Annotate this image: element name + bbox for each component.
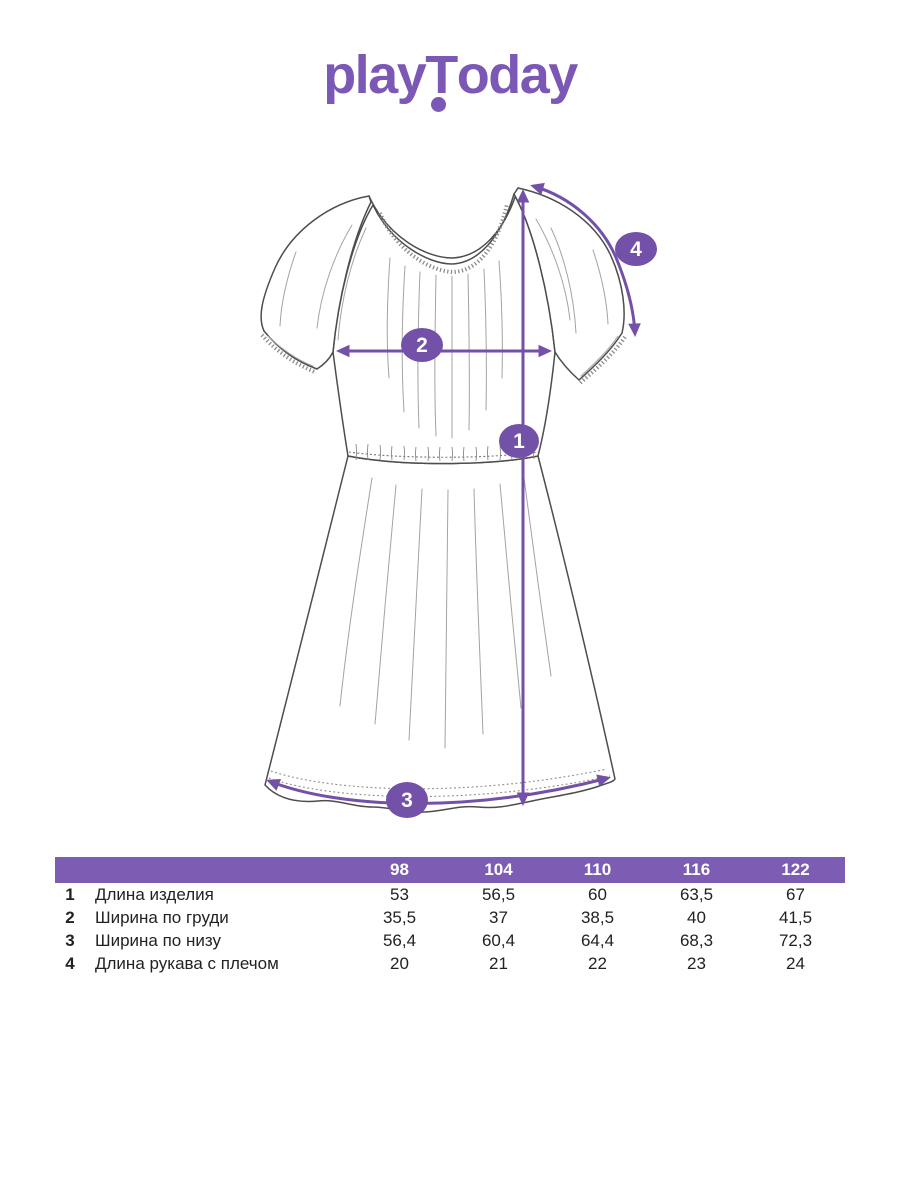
row-value: 24 — [786, 953, 805, 973]
size-table: 98 104 110 116 122 1 Длина изделия 53 56… — [55, 857, 845, 975]
logo-text-play: play — [323, 45, 427, 105]
size-column-header: 98 — [390, 860, 409, 879]
row-value: 60,4 — [481, 930, 516, 950]
row-value: 22 — [588, 953, 607, 973]
logo-text-oday: oday — [456, 45, 579, 105]
row-value: 37 — [489, 907, 508, 927]
row-value: 68,3 — [679, 930, 714, 950]
size-table-row: 1 Длина изделия 53 56,5 60 63,5 67 — [55, 883, 845, 906]
logo-letter-t-glyph: T — [425, 45, 458, 105]
measure-marker-2: 2 — [401, 328, 443, 362]
marker-3-bubble — [386, 782, 428, 818]
marker-4-label: 4 — [630, 238, 642, 261]
row-value: 23 — [687, 953, 706, 973]
right-cuff-elastic — [580, 335, 619, 377]
row-value: 40 — [687, 907, 706, 927]
marker-2-label: 2 — [416, 334, 428, 357]
row-value: 21 — [489, 953, 508, 973]
row-value: 20 — [390, 953, 409, 973]
logo-letter-t: T — [425, 45, 458, 112]
row-value: 67 — [786, 884, 805, 904]
size-table-row: 3 Ширина по низу 56,4 60,4 64,4 68,3 72,… — [55, 929, 845, 952]
brand-logo: playT oday — [0, 45, 900, 112]
size-column-header: 104 — [484, 860, 513, 879]
row-label: Ширина по груди — [95, 907, 229, 927]
row-label: Длина изделия — [95, 884, 214, 904]
size-column-header: 116 — [682, 860, 711, 879]
row-number: 3 — [65, 930, 75, 950]
size-table-row: 2 Ширина по груди 35,5 37 38,5 40 41,5 — [55, 906, 845, 929]
row-label: Длина рукава с плечом — [95, 953, 279, 973]
marker-4-bubble — [615, 232, 657, 266]
left-cuff-elastic — [267, 335, 314, 367]
logo-dot-icon — [431, 97, 446, 112]
row-number: 1 — [65, 884, 75, 904]
measure-marker-3: 3 — [386, 782, 428, 818]
measure-marker-1: 1 — [499, 424, 539, 458]
marker-3-label: 3 — [401, 789, 413, 812]
row-value: 72,3 — [778, 930, 813, 950]
row-value: 53 — [390, 884, 409, 904]
row-value: 56,4 — [382, 930, 417, 950]
measure-arrow-sleeve — [530, 182, 641, 337]
skirt-outline — [264, 455, 616, 813]
row-value: 38,5 — [580, 907, 615, 927]
neckline-binding — [368, 187, 519, 259]
row-value: 41,5 — [778, 907, 813, 927]
size-column-header: 110 — [583, 860, 612, 879]
neckline-gathers — [378, 203, 509, 275]
row-value: 56,5 — [481, 884, 516, 904]
row-number: 4 — [65, 953, 75, 973]
row-label: Ширина по низу — [95, 930, 221, 950]
marker-1-label: 1 — [513, 430, 525, 453]
row-value: 35,5 — [382, 907, 417, 927]
size-column-header: 122 — [781, 860, 810, 879]
row-value: 60 — [588, 884, 607, 904]
row-value: 64,4 — [580, 930, 615, 950]
row-number: 2 — [65, 907, 75, 927]
dress-technical-drawing: 1 2 3 4 — [260, 182, 657, 818]
marker-2-bubble — [401, 328, 443, 362]
measure-marker-4: 4 — [615, 232, 657, 266]
size-table-row: 4 Длина рукава с плечом 20 21 22 23 24 — [55, 952, 845, 975]
marker-1-bubble — [499, 424, 539, 458]
size-table-header-row: 98 104 110 116 122 — [55, 857, 845, 883]
row-value: 63,5 — [679, 884, 714, 904]
